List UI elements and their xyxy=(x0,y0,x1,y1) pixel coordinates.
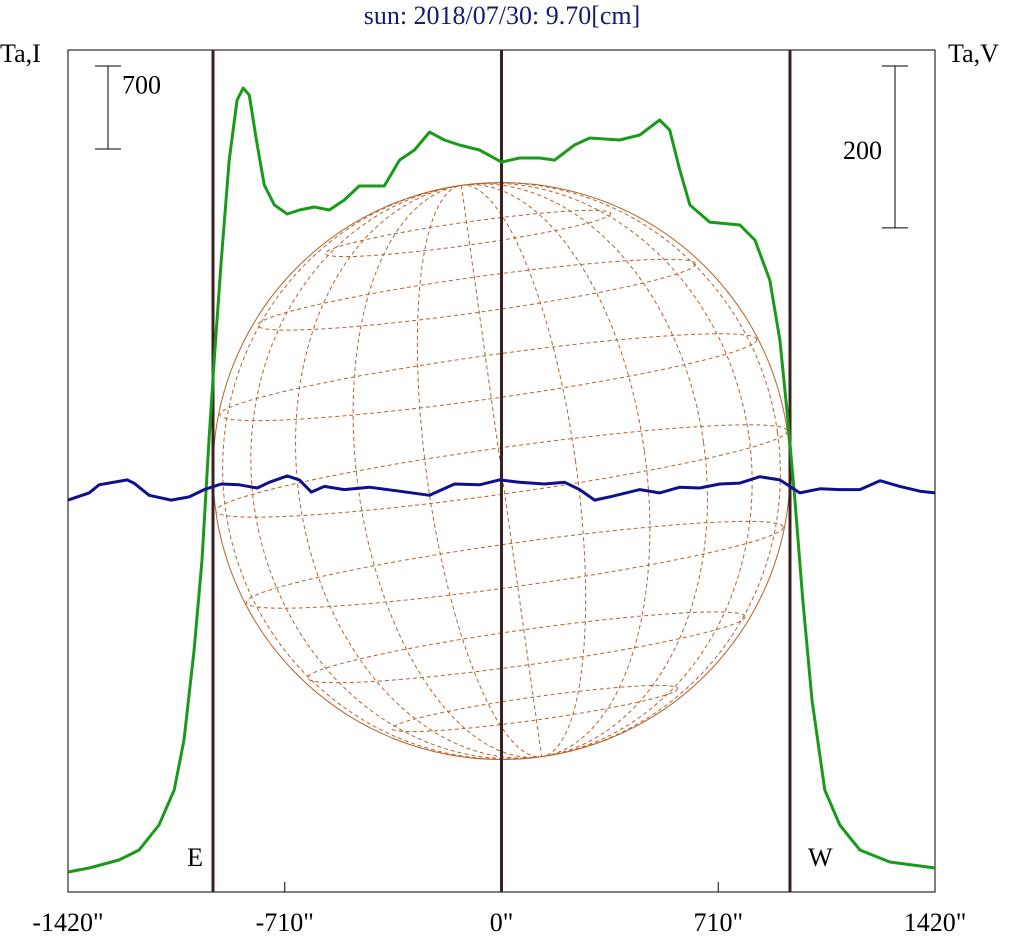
x-tick-label: 0" xyxy=(490,908,514,937)
x-tick-label: 1420" xyxy=(904,908,967,937)
parallel xyxy=(324,209,612,258)
limb-label: W xyxy=(808,843,833,872)
parallel xyxy=(306,611,746,684)
x-tick-label: 710" xyxy=(693,908,743,937)
y2-axis-label: Ta,V xyxy=(948,39,999,68)
y-axis-label: Ta,I xyxy=(0,39,41,68)
meridian xyxy=(222,182,781,760)
chart-title: sun: 2018/07/30: 9.70[cm] xyxy=(364,1,641,30)
x-tick-label: -710" xyxy=(256,908,314,937)
scale-bar-label: 200 xyxy=(843,136,882,165)
scale-bar-label: 700 xyxy=(122,70,161,99)
limb-label: E xyxy=(187,843,203,872)
x-tick-label: -1420" xyxy=(32,908,103,937)
series-line xyxy=(67,86,936,874)
parallel xyxy=(257,258,697,331)
parallel xyxy=(245,520,784,609)
parallel xyxy=(219,333,758,422)
series-line xyxy=(67,474,936,502)
meridian xyxy=(295,183,708,759)
meridian xyxy=(352,184,651,758)
parallel xyxy=(391,684,679,733)
